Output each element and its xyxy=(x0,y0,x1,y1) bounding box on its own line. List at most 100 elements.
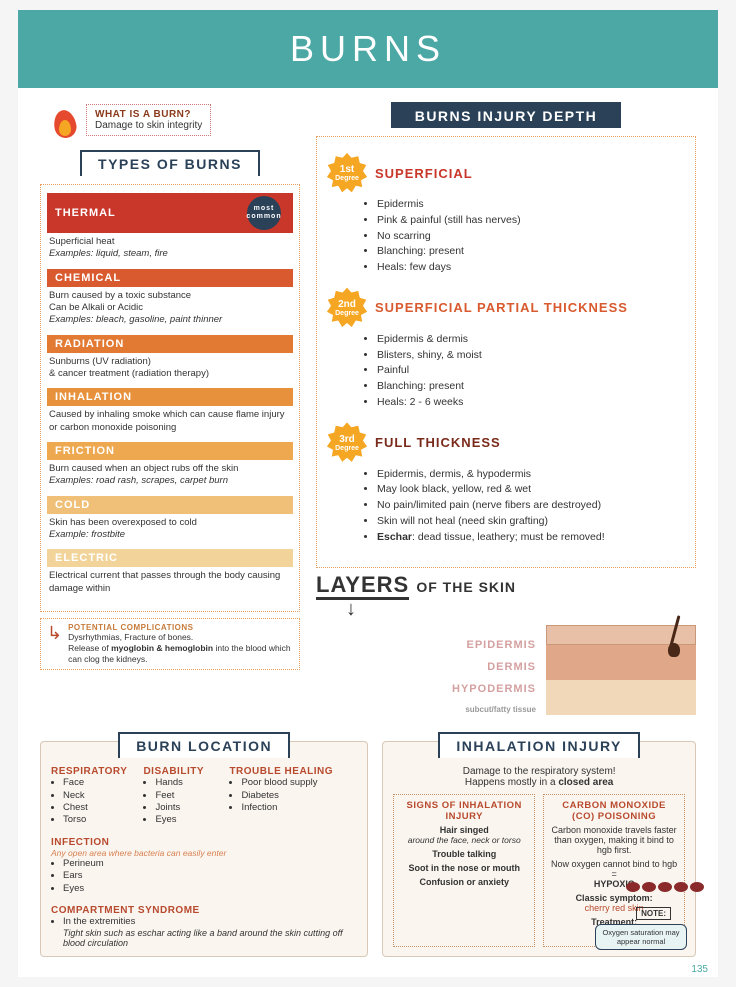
degree-label: SUPERFICIAL PARTIAL THICKNESS xyxy=(375,300,628,315)
inh-sub2: Happens mostly in a closed area xyxy=(465,777,613,788)
depth-item: Epidermis xyxy=(377,197,685,213)
location-group: TROUBLE HEALINGPoor blood supplyDiabetes… xyxy=(229,766,333,826)
type-header-radiation: RADIATION xyxy=(47,335,293,353)
depth-item: Heals: 2 - 6 weeks xyxy=(377,395,685,411)
signs-col: SIGNS OF INHALATION INJURY Hair singedar… xyxy=(393,794,535,947)
depth-item: Blanching: present xyxy=(377,379,685,395)
depth-item: Blanching: present xyxy=(377,244,685,260)
note-box: Oxygen saturation may appear normal xyxy=(595,924,687,950)
types-box: THERMALmost commonSuperficial heatExampl… xyxy=(40,184,300,612)
layers-row: EPIDERMIS DERMIS HYPODERMIS subcut/fatty… xyxy=(316,625,696,727)
type-desc: Caused by inhaling smoke which can cause… xyxy=(47,406,293,442)
type-desc: Electrical current that passes through t… xyxy=(47,567,293,603)
location-item: Feet xyxy=(155,790,213,802)
depth-item: Heals: few days xyxy=(377,260,685,276)
location-heading: RESPIRATORY xyxy=(51,766,127,777)
complications-text: Dysrhythmias, Fracture of bones.Release … xyxy=(68,632,293,665)
depth-item: Epidermis & dermis xyxy=(377,332,685,348)
location-heading: DISABILITY xyxy=(143,766,213,777)
page: BURNS WHAT IS A BURN? Damage to skin int… xyxy=(18,10,718,977)
type-header-chemical: CHEMICAL xyxy=(47,269,293,287)
degree-badge: 1stDegree xyxy=(327,153,367,193)
depth-item: No pain/limited pain (nerve fibers are d… xyxy=(377,498,685,514)
layers-heading: LAYERS OF THE SKIN xyxy=(316,572,696,598)
degree-badge: 2ndDegree xyxy=(327,288,367,328)
location-heading: TROUBLE HEALING xyxy=(229,766,333,777)
location-group: RESPIRATORYFaceNeckChestTorso xyxy=(51,766,127,826)
flame-icon xyxy=(50,102,80,138)
what-question: WHAT IS A BURN? xyxy=(95,109,202,120)
inhalation-sub: Damage to the respiratory system! Happen… xyxy=(393,766,685,788)
degree-label: FULL THICKNESS xyxy=(375,435,501,450)
location-item: Hands xyxy=(155,777,213,789)
degree-row: 3rdDegreeFULL THICKNESS xyxy=(327,423,685,463)
what-is-box: WHAT IS A BURN? Damage to skin integrity xyxy=(86,104,211,136)
main-content: WHAT IS A BURN? Damage to skin integrity… xyxy=(18,88,718,741)
location-list: In the extremities xyxy=(63,916,357,928)
location-note: Any open area where bacteria can easily … xyxy=(51,848,226,858)
co-heading: CARBON MONOXIDE (CO) POISONING xyxy=(550,800,678,822)
label-hypodermis: HYPODERMIS xyxy=(316,683,536,705)
type-desc: Skin has been overexposed to coldExample… xyxy=(47,514,293,550)
co-p1: Carbon monoxide travels faster than oxyg… xyxy=(550,825,678,855)
location-item: Infection xyxy=(241,802,333,814)
type-header-thermal: THERMALmost common xyxy=(47,193,293,233)
types-title: TYPES OF BURNS xyxy=(80,150,260,176)
type-desc: Superficial heatExamples: liquid, steam,… xyxy=(47,233,293,269)
rbc-icon xyxy=(625,881,705,896)
type-header-friction: FRICTION xyxy=(47,442,293,460)
location-item: Perineum xyxy=(63,858,226,870)
location-group: INFECTIONAny open area where bacteria ca… xyxy=(51,837,226,895)
location-item: Eyes xyxy=(155,814,213,826)
location-list: HandsFeetJointsEyes xyxy=(155,777,213,826)
depth-list: Epidermis & dermisBlisters, shiny, & moi… xyxy=(377,332,685,411)
location-item: In the extremities xyxy=(63,916,357,928)
location-item: Chest xyxy=(63,802,127,814)
bottom-row: BURN LOCATION RESPIRATORYFaceNeckChestTo… xyxy=(18,741,718,957)
right-column: BURNS INJURY DEPTH 1stDegreeSUPERFICIALE… xyxy=(316,102,696,727)
location-box: BURN LOCATION RESPIRATORYFaceNeckChestTo… xyxy=(40,741,368,957)
location-item: Neck xyxy=(63,790,127,802)
depth-list: EpidermisPink & painful (still has nerve… xyxy=(377,197,685,276)
page-title-banner: BURNS xyxy=(18,10,718,88)
location-group: DISABILITYHandsFeetJointsEyes xyxy=(143,766,213,826)
degree-row: 2ndDegree SUPERFICIAL PARTIAL THICKNESS xyxy=(327,288,685,328)
depth-box: 1stDegreeSUPERFICIALEpidermisPink & pain… xyxy=(316,136,696,568)
arrow-icon: ↳ xyxy=(47,623,62,665)
depth-item: No scarring xyxy=(377,229,685,245)
location-item: Joints xyxy=(155,802,213,814)
left-column: WHAT IS A BURN? Damage to skin integrity… xyxy=(40,102,300,727)
depth-list: Epidermis, dermis, & hypodermisMay look … xyxy=(377,467,685,546)
depth-item: Skin will not heal (need skin grafting) xyxy=(377,514,685,530)
location-item: Ears xyxy=(63,870,226,882)
depth-item: Eschar: dead tissue, leathery; must be r… xyxy=(377,530,685,546)
location-item: Diabetes xyxy=(241,790,333,802)
location-item: Eyes xyxy=(63,883,226,895)
layers-big: LAYERS xyxy=(316,572,409,600)
page-number: 135 xyxy=(691,964,708,975)
location-list: FaceNeckChestTorso xyxy=(63,777,127,826)
degree-row: 1stDegreeSUPERFICIAL xyxy=(327,153,685,193)
depth-item: Painful xyxy=(377,363,685,379)
inh-sub1: Damage to the respiratory system! xyxy=(463,766,616,777)
sign-item: Trouble talking xyxy=(400,849,528,859)
what-answer: Damage to skin integrity xyxy=(95,120,202,131)
sign-item: Hair singedaround the face, neck or tors… xyxy=(400,825,528,845)
depth-item: Pink & painful (still has nerves) xyxy=(377,213,685,229)
label-dermis: DERMIS xyxy=(316,661,536,683)
depth-title: BURNS INJURY DEPTH xyxy=(391,102,622,128)
skin-diagram xyxy=(546,625,696,720)
type-desc: Burn caused when an object rubs off the … xyxy=(47,460,293,496)
location-item: Poor blood supply xyxy=(241,777,333,789)
type-header-electric: ELECTRIC xyxy=(47,549,293,567)
note-label: NOTE: xyxy=(636,907,671,920)
location-list: Poor blood supplyDiabetesInfection xyxy=(241,777,333,814)
location-columns: RESPIRATORYFaceNeckChestTorso DISABILITYH… xyxy=(51,766,357,948)
depth-item: Blisters, shiny, & moist xyxy=(377,348,685,364)
label-epidermis: EPIDERMIS xyxy=(316,639,536,661)
depth-item: May look black, yellow, red & wet xyxy=(377,482,685,498)
label-sub: subcut/fatty tissue xyxy=(316,705,536,727)
type-desc: Burn caused by a toxic substanceCan be A… xyxy=(47,287,293,335)
complications-title: POTENTIAL COMPLICATIONS xyxy=(68,623,293,632)
location-extra: Tight skin such as eschar acting like a … xyxy=(63,928,357,948)
